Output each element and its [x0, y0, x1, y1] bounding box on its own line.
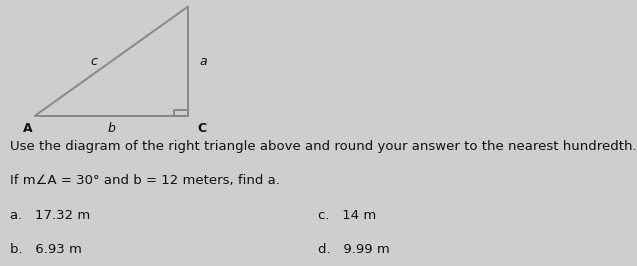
Text: d.   9.99 m: d. 9.99 m [318, 243, 390, 256]
Text: c: c [90, 55, 97, 68]
Text: A: A [22, 122, 32, 135]
Text: a.   17.32 m: a. 17.32 m [10, 209, 90, 222]
Text: a: a [199, 55, 207, 68]
Text: Use the diagram of the right triangle above and round your answer to the nearest: Use the diagram of the right triangle ab… [10, 140, 636, 153]
Text: B: B [183, 0, 192, 1]
Text: b.   6.93 m: b. 6.93 m [10, 243, 82, 256]
Text: If m∠A = 30° and b = 12 meters, find a.: If m∠A = 30° and b = 12 meters, find a. [10, 174, 280, 187]
Text: c.   14 m: c. 14 m [318, 209, 376, 222]
Text: b: b [108, 122, 115, 135]
Text: C: C [197, 122, 206, 135]
